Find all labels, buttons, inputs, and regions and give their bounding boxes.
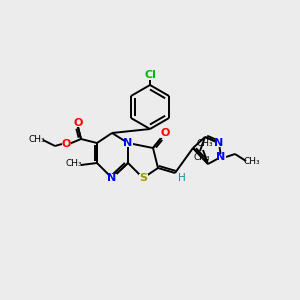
Bar — [217, 154, 226, 160]
Text: S: S — [139, 173, 147, 183]
Text: N: N — [216, 152, 226, 162]
Bar — [61, 140, 70, 148]
Text: Cl: Cl — [144, 70, 156, 80]
Text: N: N — [214, 138, 224, 148]
Text: CH₃: CH₃ — [29, 134, 45, 143]
Text: CH₃: CH₃ — [66, 160, 82, 169]
Bar — [107, 174, 116, 182]
Bar — [73, 119, 83, 127]
Text: CH₃: CH₃ — [244, 157, 260, 166]
Text: CH₃: CH₃ — [197, 140, 213, 148]
Text: O: O — [160, 128, 170, 138]
Bar — [139, 174, 148, 182]
Text: H: H — [178, 173, 186, 183]
Text: N: N — [123, 138, 133, 148]
Text: N: N — [107, 173, 117, 183]
Text: CH₃: CH₃ — [194, 152, 210, 161]
Text: O: O — [73, 118, 83, 128]
Bar — [160, 130, 170, 138]
Bar — [214, 140, 224, 146]
Text: O: O — [61, 139, 71, 149]
Bar — [124, 139, 133, 147]
